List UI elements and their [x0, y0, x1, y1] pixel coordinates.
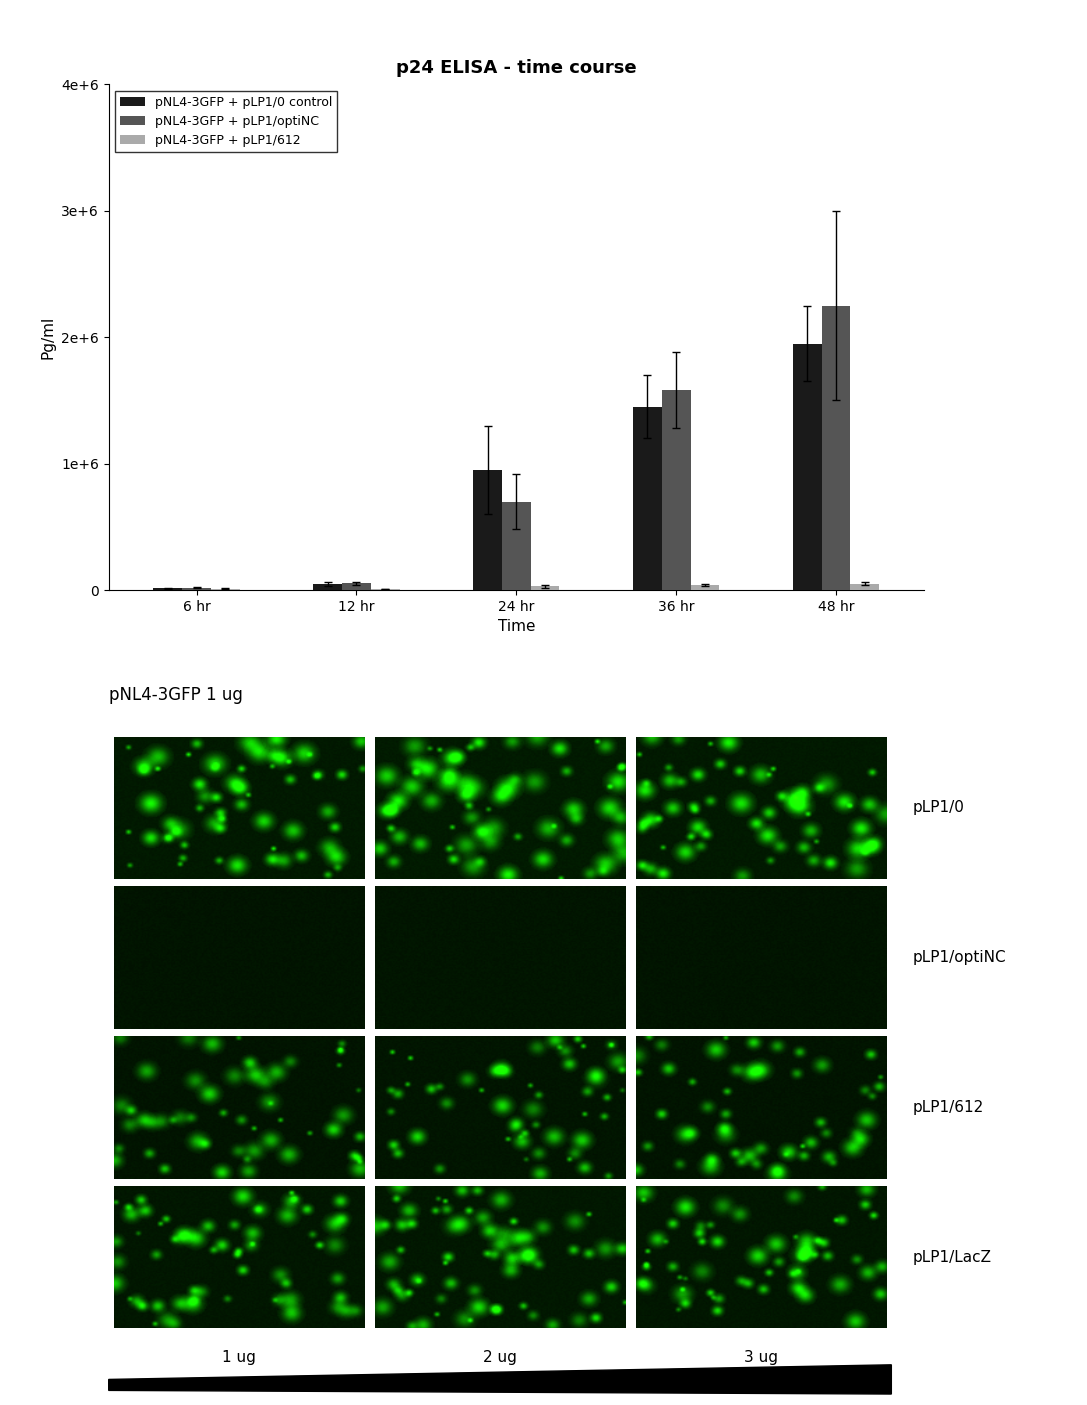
Text: pLP1/612: pLP1/612 — [913, 1100, 985, 1114]
Bar — [690, 584, 720, 590]
Bar — [850, 584, 879, 590]
Bar — [822, 306, 850, 590]
Legend: pNL4-3GFP + pLP1/0 control, pNL4-3GFP + pLP1/optiNC, pNL4-3GFP + pLP1/612: pNL4-3GFP + pLP1/0 control, pNL4-3GFP + … — [115, 90, 337, 152]
Text: pNL4-3GFP 1 ug: pNL4-3GFP 1 ug — [109, 686, 242, 704]
Bar — [662, 391, 690, 590]
Bar — [473, 469, 502, 590]
Bar — [313, 584, 342, 590]
Title: p24 ELISA - time course: p24 ELISA - time course — [396, 59, 637, 77]
Text: pLP1/optiNC: pLP1/optiNC — [913, 950, 1007, 965]
Y-axis label: Pg/ml: Pg/ml — [40, 316, 55, 358]
Bar — [502, 502, 530, 590]
Text: 3 ug: 3 ug — [744, 1350, 778, 1366]
Bar — [792, 343, 822, 590]
Text: 2 ug: 2 ug — [483, 1350, 517, 1366]
Bar — [153, 589, 183, 590]
Polygon shape — [109, 1364, 891, 1394]
Bar — [530, 586, 560, 590]
Bar — [633, 407, 662, 590]
Text: pLP1/LacZ: pLP1/LacZ — [913, 1249, 992, 1264]
Text: pLP1/0: pLP1/0 — [913, 801, 965, 815]
Text: 1 ug: 1 ug — [222, 1350, 257, 1366]
Bar — [342, 583, 371, 590]
X-axis label: Time: Time — [498, 620, 535, 635]
Bar — [183, 587, 211, 590]
